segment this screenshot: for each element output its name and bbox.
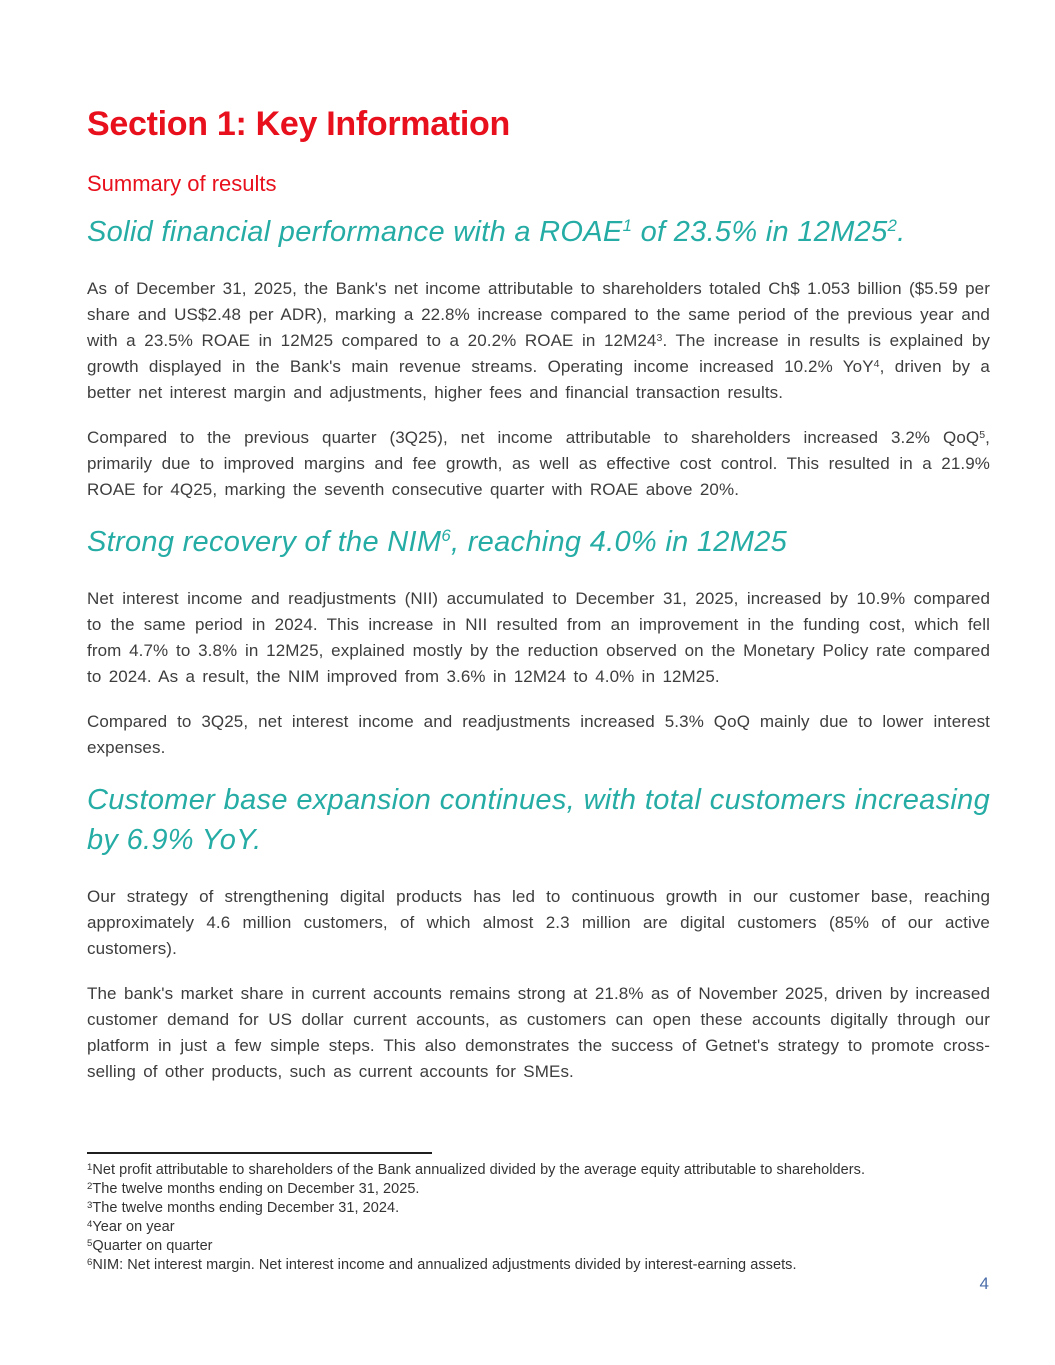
paragraph-qoq-result: Compared to the previous quarter (3Q25),… (87, 428, 990, 499)
headline-roae: Solid financial performance with a ROAE1… (87, 216, 906, 248)
paragraph-digital-customers: Our strategy of strengthening digital pr… (87, 887, 990, 958)
paragraph-nii-qoq: Compared to 3Q25, net interest income an… (87, 712, 990, 757)
footnote-4: 4Year on year (87, 1219, 175, 1235)
footnote-3: 3The twelve months ending December 31, 2… (87, 1200, 400, 1216)
footnote-6: 6NIM: Net interest margin. Net interest … (87, 1257, 797, 1273)
headline-customer-base: Customer base expansion continues, with … (87, 784, 990, 856)
subsection-title: Summary of results (87, 171, 277, 196)
footnotes-section: 1Net profit attributable to shareholders… (87, 1152, 990, 1275)
footnote-1: 1Net profit attributable to shareholders… (87, 1162, 866, 1178)
report-page: Section 1: Key Information Summary of re… (87, 105, 990, 1081)
paragraph-net-income: As of December 31, 2025, the Bank's net … (87, 279, 990, 402)
footnote-divider (87, 1152, 432, 1154)
page-number: 4 (979, 1274, 989, 1293)
paragraph-nii-yoy: Net interest income and readjustments (N… (87, 589, 990, 686)
footnote-2: 2The twelve months ending on December 31… (87, 1181, 420, 1197)
section-title: Section 1: Key Information (87, 105, 510, 143)
headline-nim-recovery: Strong recovery of the NIM6, reaching 4.… (87, 526, 788, 558)
footnote-5: 5Quarter on quarter (87, 1238, 213, 1254)
paragraph-market-share: The bank's market share in current accou… (87, 984, 990, 1081)
